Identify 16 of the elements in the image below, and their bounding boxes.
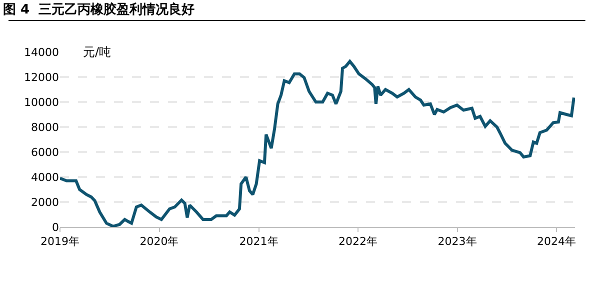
y-axis-title: 元/吨 [83,45,112,59]
x-tick-label: 2020年 [140,235,179,248]
x-tick-label: 2021年 [239,235,278,248]
y-tick-label: 14000 [24,46,59,59]
chart-title: 图 4 三元乙丙橡胶盈利情况良好 [2,1,195,18]
y-tick-label: 0 [52,220,59,234]
x-tick-label: 2022年 [338,235,378,248]
x-tick-label: 2023年 [438,235,477,248]
x-tick-label: 2024年 [537,235,576,248]
y-tick-label: 12000 [24,70,59,84]
y-tick-label: 6000 [31,146,59,159]
y-tick-label: 10000 [24,96,59,109]
y-tick-label: 4000 [31,170,59,184]
x-tick-label: 2019年 [40,235,80,248]
y-tick-label: 2000 [31,196,59,209]
y-tick-label: 8000 [31,120,59,134]
